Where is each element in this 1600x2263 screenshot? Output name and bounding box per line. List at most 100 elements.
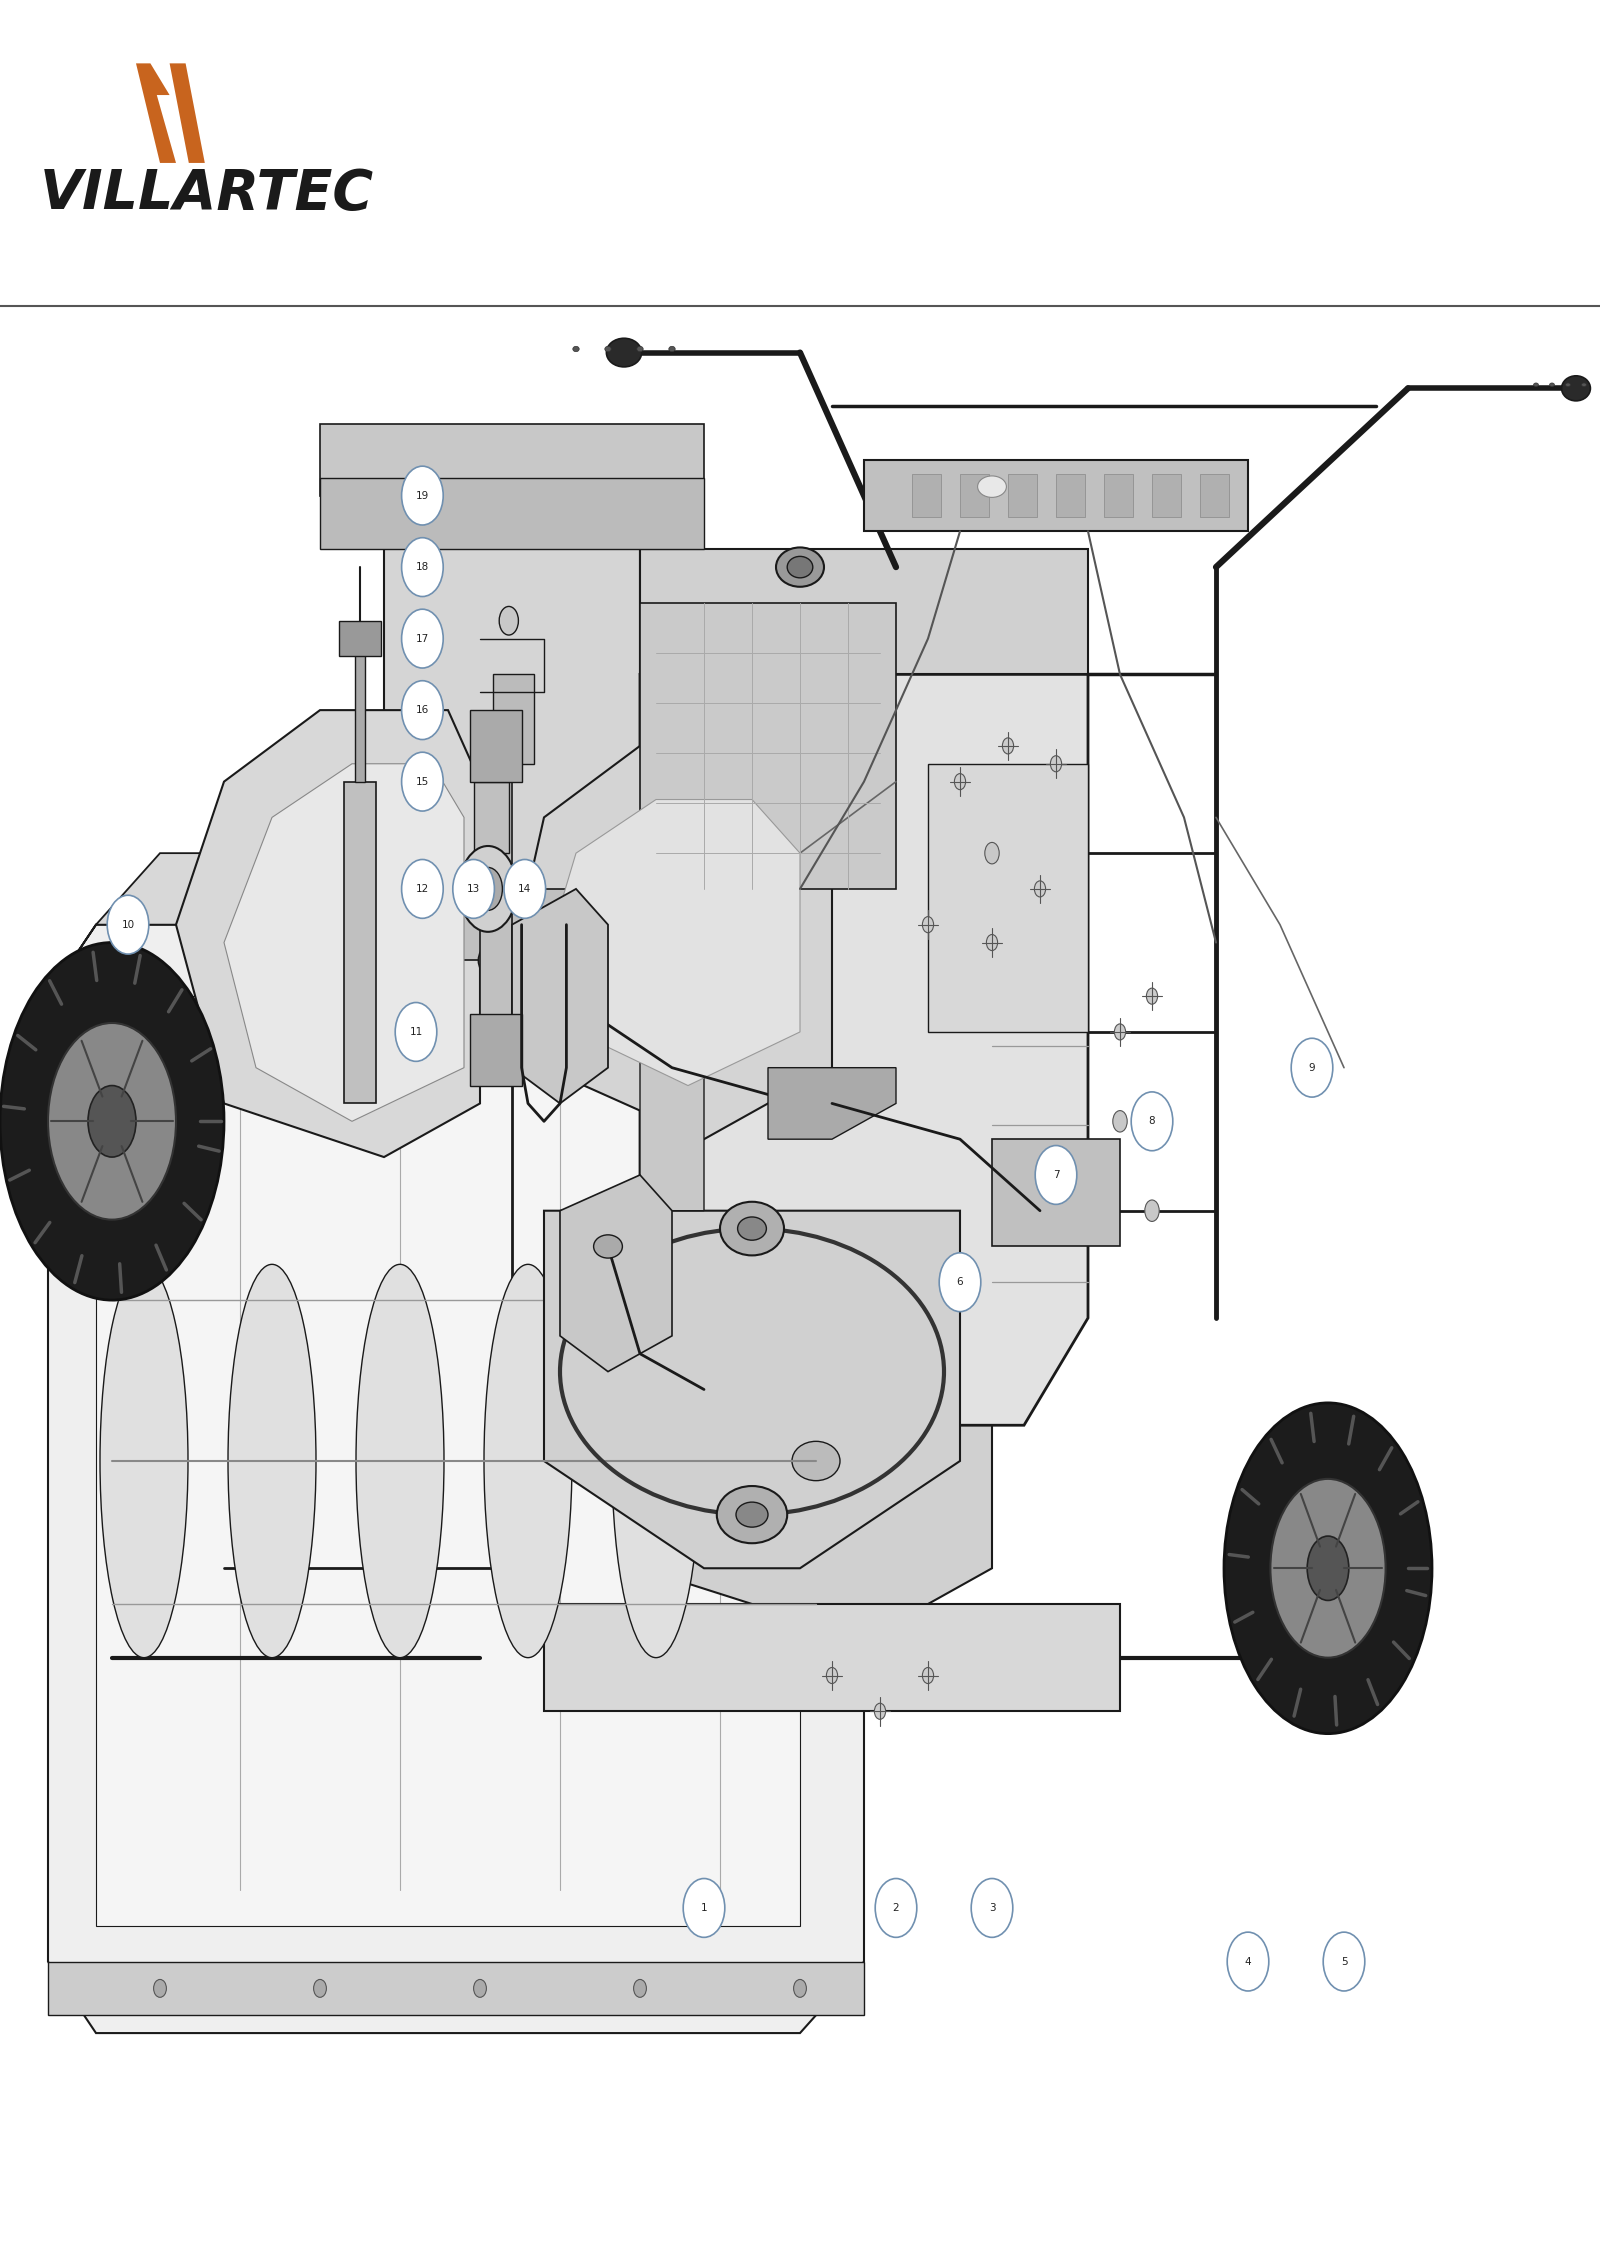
Polygon shape bbox=[470, 1014, 522, 1086]
Polygon shape bbox=[48, 853, 864, 996]
Text: 17: 17 bbox=[416, 634, 429, 643]
Ellipse shape bbox=[787, 557, 813, 577]
Text: 10: 10 bbox=[122, 919, 134, 930]
Ellipse shape bbox=[1562, 376, 1590, 401]
Polygon shape bbox=[320, 477, 704, 550]
Ellipse shape bbox=[1114, 1111, 1126, 1132]
Ellipse shape bbox=[1224, 1403, 1432, 1733]
Circle shape bbox=[453, 860, 494, 919]
Polygon shape bbox=[224, 763, 464, 1120]
Polygon shape bbox=[864, 459, 1248, 532]
Polygon shape bbox=[1104, 475, 1133, 516]
Polygon shape bbox=[474, 781, 509, 853]
Ellipse shape bbox=[738, 1217, 766, 1240]
Text: VILLARTEC: VILLARTEC bbox=[40, 167, 374, 222]
Text: 18: 18 bbox=[416, 561, 429, 573]
Ellipse shape bbox=[1115, 1023, 1125, 1041]
Ellipse shape bbox=[606, 337, 642, 367]
Polygon shape bbox=[512, 747, 832, 1138]
Ellipse shape bbox=[594, 1236, 622, 1258]
Polygon shape bbox=[384, 459, 640, 926]
Ellipse shape bbox=[717, 1487, 787, 1543]
Ellipse shape bbox=[875, 1704, 886, 1720]
Circle shape bbox=[875, 1878, 917, 1937]
Circle shape bbox=[1131, 1091, 1173, 1150]
Polygon shape bbox=[176, 711, 480, 1156]
Polygon shape bbox=[512, 889, 608, 1104]
Polygon shape bbox=[352, 889, 672, 960]
Ellipse shape bbox=[984, 842, 998, 864]
Circle shape bbox=[402, 681, 443, 740]
Text: 5: 5 bbox=[1341, 1957, 1347, 1967]
Circle shape bbox=[939, 1254, 981, 1313]
Polygon shape bbox=[355, 638, 365, 781]
Circle shape bbox=[1323, 1933, 1365, 1991]
Ellipse shape bbox=[605, 346, 611, 351]
Polygon shape bbox=[339, 620, 381, 656]
Ellipse shape bbox=[154, 1980, 166, 1998]
Polygon shape bbox=[136, 63, 176, 163]
Ellipse shape bbox=[954, 774, 966, 790]
Polygon shape bbox=[170, 63, 205, 163]
Ellipse shape bbox=[669, 346, 675, 351]
Polygon shape bbox=[493, 674, 534, 763]
Circle shape bbox=[402, 751, 443, 810]
Text: 11: 11 bbox=[410, 1027, 422, 1036]
Polygon shape bbox=[1008, 475, 1037, 516]
Ellipse shape bbox=[499, 606, 518, 636]
Ellipse shape bbox=[474, 1980, 486, 1998]
Ellipse shape bbox=[978, 475, 1006, 498]
Ellipse shape bbox=[48, 1023, 176, 1220]
Polygon shape bbox=[470, 711, 522, 781]
Ellipse shape bbox=[1270, 1480, 1386, 1657]
Ellipse shape bbox=[99, 1265, 189, 1657]
Circle shape bbox=[402, 466, 443, 525]
Ellipse shape bbox=[1581, 382, 1587, 387]
Ellipse shape bbox=[1146, 1199, 1158, 1222]
Ellipse shape bbox=[1533, 382, 1539, 387]
Polygon shape bbox=[48, 1962, 864, 2014]
Circle shape bbox=[1227, 1933, 1269, 1991]
Ellipse shape bbox=[634, 1980, 646, 1998]
Ellipse shape bbox=[459, 846, 517, 932]
Polygon shape bbox=[640, 602, 896, 889]
Ellipse shape bbox=[229, 1265, 317, 1657]
Ellipse shape bbox=[1549, 382, 1555, 387]
Ellipse shape bbox=[1146, 989, 1157, 1005]
Ellipse shape bbox=[611, 1265, 701, 1657]
Circle shape bbox=[683, 1878, 725, 1937]
Ellipse shape bbox=[794, 1980, 806, 1998]
Ellipse shape bbox=[88, 1086, 136, 1156]
Ellipse shape bbox=[1002, 738, 1014, 754]
Text: 6: 6 bbox=[957, 1276, 963, 1288]
Polygon shape bbox=[1152, 475, 1181, 516]
Circle shape bbox=[1291, 1039, 1333, 1098]
Polygon shape bbox=[912, 475, 941, 516]
Text: 19: 19 bbox=[416, 491, 429, 500]
Ellipse shape bbox=[1051, 756, 1062, 772]
Ellipse shape bbox=[922, 1668, 933, 1684]
Ellipse shape bbox=[1565, 382, 1571, 387]
Ellipse shape bbox=[826, 1668, 838, 1684]
Ellipse shape bbox=[314, 1980, 326, 1998]
Text: 2: 2 bbox=[893, 1903, 899, 1912]
Ellipse shape bbox=[0, 941, 224, 1299]
Polygon shape bbox=[1200, 475, 1229, 516]
Polygon shape bbox=[544, 1211, 960, 1568]
Circle shape bbox=[971, 1878, 1013, 1937]
Circle shape bbox=[402, 539, 443, 597]
Polygon shape bbox=[960, 475, 989, 516]
Text: 7: 7 bbox=[1053, 1170, 1059, 1179]
Text: 12: 12 bbox=[416, 885, 429, 894]
Ellipse shape bbox=[792, 1442, 840, 1480]
Polygon shape bbox=[544, 1604, 1120, 1711]
Ellipse shape bbox=[478, 935, 546, 984]
Text: 14: 14 bbox=[518, 885, 531, 894]
Ellipse shape bbox=[355, 1265, 445, 1657]
Text: 4: 4 bbox=[1245, 1957, 1251, 1967]
Text: 15: 15 bbox=[416, 776, 429, 788]
Polygon shape bbox=[768, 1068, 896, 1138]
Ellipse shape bbox=[637, 346, 643, 351]
Ellipse shape bbox=[1035, 880, 1046, 896]
Ellipse shape bbox=[573, 346, 579, 351]
